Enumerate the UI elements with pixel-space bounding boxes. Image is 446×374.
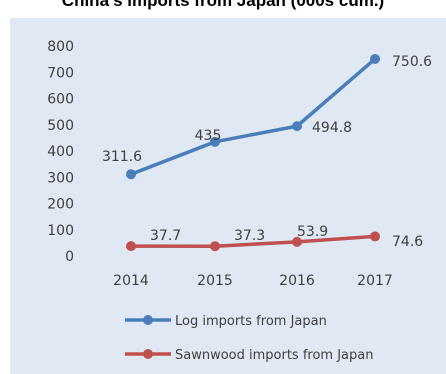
chart-panel <box>10 18 446 374</box>
legend-swatch-marker <box>143 315 153 325</box>
x-tick-label: 2016 <box>279 273 315 289</box>
data-point <box>126 241 136 252</box>
data-point <box>126 169 136 180</box>
data-point <box>292 121 302 132</box>
data-labels: 311.6 435 494.8 750.6 37.7 37.3 53.9 74.6 <box>102 54 432 250</box>
data-label: 74.6 <box>392 234 423 250</box>
series-group <box>126 53 380 252</box>
y-tick-label: 600 <box>47 92 74 108</box>
x-tick-label: 2017 <box>357 273 393 289</box>
data-label: 435 <box>195 128 222 144</box>
series-line-1 <box>129 57 377 176</box>
legend-swatch-marker <box>143 349 153 359</box>
data-point <box>370 53 380 64</box>
data-label: 494.8 <box>312 120 352 136</box>
x-axis-ticks: 2014 2015 2016 2017 <box>113 273 393 289</box>
series-line-2 <box>129 234 377 248</box>
y-axis-ticks: 0 100 200 300 400 500 600 700 800 <box>47 39 74 265</box>
legend-entry: Log imports from Japan <box>175 314 327 329</box>
y-tick-label: 0 <box>65 249 74 265</box>
data-point <box>210 136 220 147</box>
data-point <box>370 231 380 242</box>
legend: Log imports from Japan Sawnwood imports f… <box>125 314 374 363</box>
data-point <box>210 241 220 252</box>
y-tick-label: 700 <box>47 65 74 81</box>
y-tick-label: 100 <box>47 223 74 239</box>
y-tick-label: 400 <box>47 144 74 160</box>
y-tick-label: 300 <box>47 170 74 186</box>
y-tick-label: 200 <box>47 197 74 213</box>
data-label: 53.9 <box>297 224 328 240</box>
data-label: 311.6 <box>102 149 142 165</box>
data-label: 37.3 <box>234 228 265 244</box>
legend-entry: Sawnwood imports from Japan <box>175 348 374 363</box>
data-label: 750.6 <box>392 54 432 70</box>
data-point <box>292 236 302 247</box>
chart-title: China's imports from Japan (000s cum.) <box>61 0 385 10</box>
x-tick-label: 2014 <box>113 273 149 289</box>
data-label: 37.7 <box>150 228 181 244</box>
y-tick-label: 500 <box>47 118 74 134</box>
x-tick-label: 2015 <box>197 273 233 289</box>
y-tick-label: 800 <box>47 39 74 55</box>
